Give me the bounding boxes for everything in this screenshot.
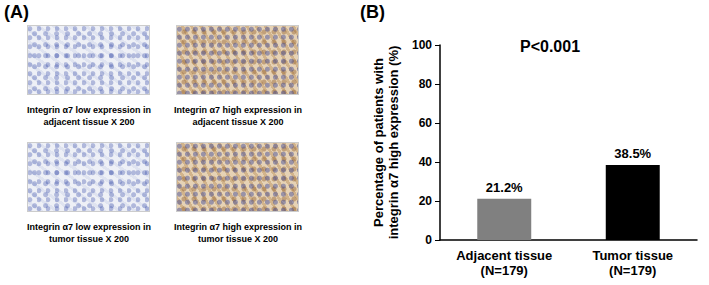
svg-text:40: 40: [419, 155, 433, 169]
html-text:Integrin α7 low expression in: Integrin α7 low expression in adjacent t…: [27, 105, 151, 127]
svg-text:20: 20: [419, 194, 433, 208]
svg-text:(N=179): (N=179): [609, 263, 656, 278]
svg-text:80: 80: [419, 77, 433, 91]
svg-text:Tumor tissue: Tumor tissue: [592, 248, 673, 263]
html-text:(A): (A): [4, 2, 29, 22]
html-text:Integrin α7 low expression in: Integrin α7 low expression in tumor tiss…: [27, 222, 151, 244]
html-text:Integrin α7 high expression in: Integrin α7 high expression in tumor tis…: [174, 222, 302, 244]
svg-text:100: 100: [412, 38, 432, 52]
svg-text:38.5%: 38.5%: [614, 146, 651, 161]
svg-text:0: 0: [425, 233, 432, 247]
svg-text:(N=179): (N=179): [481, 263, 528, 278]
html-text:Integrin α7 high expression in: Integrin α7 high expression in adjacent …: [174, 105, 302, 127]
html-text:(B): (B): [360, 2, 385, 22]
svg-text:60: 60: [419, 116, 433, 130]
svg-text:P<0.001: P<0.001: [520, 38, 580, 55]
svg-text:Percentage of patients with: Percentage of patients with: [371, 58, 386, 227]
svg-text:21.2%: 21.2%: [486, 180, 523, 195]
svg-text:integrin α7 high expression (%: integrin α7 high expression (%): [386, 46, 401, 240]
svg-text:Adjacent tissue: Adjacent tissue: [456, 248, 552, 263]
